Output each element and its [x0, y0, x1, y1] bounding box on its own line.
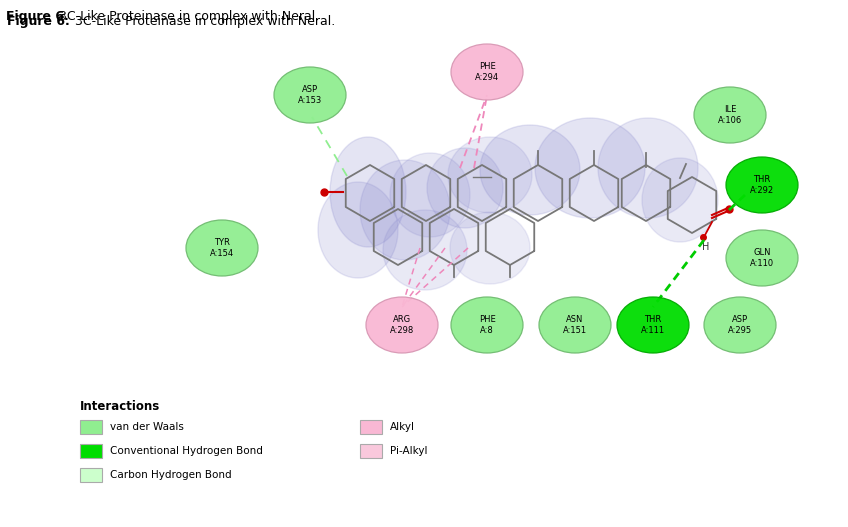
Ellipse shape: [366, 297, 438, 353]
Text: ASP
A:153: ASP A:153: [298, 85, 322, 105]
Text: ILE
A:106: ILE A:106: [718, 105, 742, 125]
Text: H: H: [702, 242, 710, 252]
Ellipse shape: [186, 220, 258, 276]
FancyBboxPatch shape: [80, 444, 102, 458]
Text: Carbon Hydrogen Bond: Carbon Hydrogen Bond: [110, 470, 232, 480]
Text: Figure 6.: Figure 6.: [7, 15, 70, 28]
Ellipse shape: [704, 297, 776, 353]
Text: Pi-Alkyl: Pi-Alkyl: [390, 446, 427, 456]
Text: ASN
A:151: ASN A:151: [563, 315, 587, 335]
Text: 3C-Like Proteinase in complex with Neral.: 3C-Like Proteinase in complex with Neral…: [71, 15, 336, 28]
Text: Alkyl: Alkyl: [390, 422, 415, 432]
Ellipse shape: [427, 148, 503, 228]
Ellipse shape: [383, 210, 467, 290]
Ellipse shape: [451, 44, 523, 100]
Ellipse shape: [451, 297, 523, 353]
Ellipse shape: [480, 125, 580, 215]
Ellipse shape: [450, 212, 530, 284]
Ellipse shape: [390, 153, 470, 237]
Ellipse shape: [330, 137, 406, 247]
Text: TYR
A:154: TYR A:154: [210, 238, 234, 258]
Text: THR
A:292: THR A:292: [750, 175, 774, 194]
Ellipse shape: [318, 182, 398, 278]
Text: ASP
A:295: ASP A:295: [728, 315, 752, 335]
Text: 3C-Like Proteinase in complex with Neral.: 3C-Like Proteinase in complex with Neral…: [54, 10, 319, 23]
Ellipse shape: [598, 118, 698, 218]
Text: PHE
A:8: PHE A:8: [478, 315, 495, 335]
Ellipse shape: [726, 157, 798, 213]
Ellipse shape: [694, 87, 766, 143]
FancyBboxPatch shape: [360, 444, 382, 458]
Text: THR
A:111: THR A:111: [641, 315, 665, 335]
Text: GLN
A:110: GLN A:110: [750, 248, 774, 268]
Text: PHE
A:294: PHE A:294: [475, 62, 499, 82]
Ellipse shape: [539, 297, 611, 353]
Text: ARG
A:298: ARG A:298: [390, 315, 414, 335]
Ellipse shape: [274, 67, 346, 123]
Ellipse shape: [448, 137, 532, 213]
Ellipse shape: [535, 118, 645, 218]
FancyBboxPatch shape: [80, 420, 102, 434]
Text: Interactions: Interactions: [80, 400, 160, 413]
Ellipse shape: [617, 297, 689, 353]
Ellipse shape: [360, 160, 450, 260]
Text: Figure 6.: Figure 6.: [6, 10, 69, 23]
Text: Conventional Hydrogen Bond: Conventional Hydrogen Bond: [110, 446, 263, 456]
Ellipse shape: [642, 158, 718, 242]
FancyBboxPatch shape: [360, 420, 382, 434]
Ellipse shape: [726, 230, 798, 286]
FancyBboxPatch shape: [80, 468, 102, 482]
Text: van der Waals: van der Waals: [110, 422, 184, 432]
